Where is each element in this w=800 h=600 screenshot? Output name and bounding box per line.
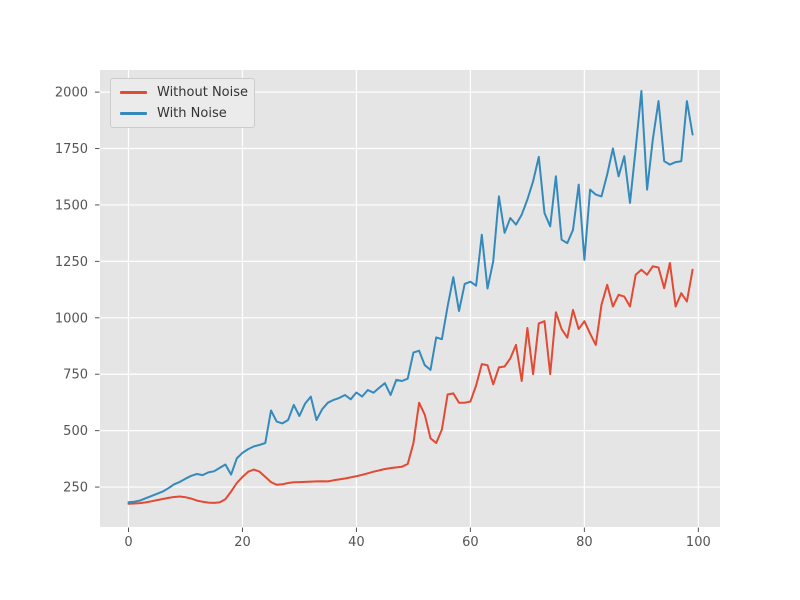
y-tick-label: 1500 <box>55 198 88 213</box>
x-tick-label: 100 <box>686 535 711 550</box>
y-tick-label: 250 <box>63 481 88 496</box>
x-tick-label: 20 <box>234 535 251 550</box>
legend-entry-with-noise: With Noise <box>120 106 254 121</box>
y-tick-label: 1250 <box>55 255 88 270</box>
y-tick-label: 500 <box>63 424 88 439</box>
x-tick-label: 40 <box>348 535 365 550</box>
legend: Without Noise With Noise <box>110 78 255 128</box>
legend-line-sample-blue <box>120 112 147 115</box>
legend-entry-without-noise: Without Noise <box>120 85 254 100</box>
y-tick-label: 1000 <box>55 311 88 326</box>
y-tick-label: 2000 <box>55 86 88 101</box>
y-tick-label: 750 <box>63 368 88 383</box>
y-tick-label: 1750 <box>55 142 88 157</box>
legend-label-with-noise: With Noise <box>157 106 227 121</box>
x-tick-label: 80 <box>576 535 593 550</box>
x-tick-label: 60 <box>462 535 479 550</box>
legend-label-without-noise: Without Noise <box>157 85 248 100</box>
series-line-with-noise <box>127 90 694 504</box>
series-line-without-noise <box>127 262 694 505</box>
x-tick-label: 0 <box>124 535 132 550</box>
legend-line-sample-red <box>120 91 147 94</box>
